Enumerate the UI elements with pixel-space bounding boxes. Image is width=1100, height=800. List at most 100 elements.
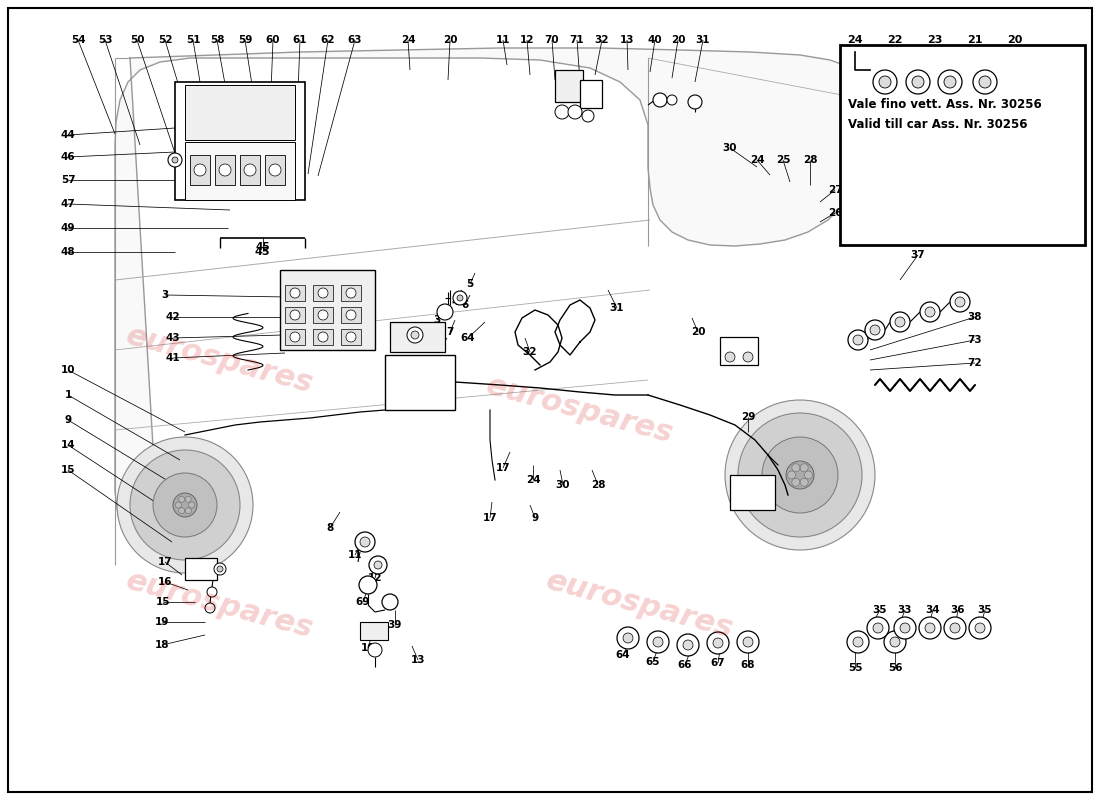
Bar (390, 322, 446, 352)
Circle shape (318, 288, 328, 298)
Circle shape (979, 76, 991, 88)
Circle shape (653, 93, 667, 107)
Circle shape (346, 332, 356, 342)
Text: 30: 30 (556, 480, 570, 490)
Text: 72: 72 (968, 358, 982, 368)
Circle shape (865, 320, 886, 340)
Bar (285, 329, 305, 345)
Circle shape (175, 502, 182, 508)
Circle shape (713, 638, 723, 648)
Text: 38: 38 (968, 312, 982, 322)
Bar (190, 155, 210, 185)
Text: 31: 31 (609, 303, 625, 313)
Text: 9: 9 (65, 415, 72, 425)
Bar (185, 558, 217, 580)
Circle shape (359, 576, 377, 594)
Circle shape (847, 631, 869, 653)
Circle shape (178, 508, 185, 514)
Text: 1: 1 (65, 390, 72, 400)
Text: 67: 67 (711, 658, 725, 668)
Circle shape (890, 312, 910, 332)
Bar (280, 270, 375, 350)
Text: 24: 24 (750, 155, 764, 165)
Text: 17: 17 (483, 513, 497, 523)
Text: 64: 64 (616, 650, 630, 660)
Circle shape (346, 310, 356, 320)
Circle shape (556, 105, 569, 119)
Text: 34: 34 (926, 605, 940, 615)
Text: 45: 45 (254, 247, 270, 257)
Circle shape (411, 331, 419, 339)
Bar (285, 285, 305, 301)
Circle shape (318, 332, 328, 342)
Circle shape (950, 623, 960, 633)
Circle shape (707, 632, 729, 654)
Circle shape (870, 325, 880, 335)
Circle shape (950, 292, 970, 312)
Text: 29: 29 (740, 412, 756, 422)
Bar (341, 329, 361, 345)
Text: 9: 9 (531, 513, 539, 523)
Bar (214, 155, 235, 185)
Circle shape (207, 587, 217, 597)
Circle shape (117, 437, 253, 573)
Bar (840, 45, 1085, 245)
Circle shape (852, 335, 864, 345)
Circle shape (368, 643, 382, 657)
Circle shape (205, 603, 214, 613)
Text: 15: 15 (60, 465, 75, 475)
Circle shape (786, 461, 814, 489)
Text: 20: 20 (442, 35, 458, 45)
Text: 55: 55 (848, 663, 862, 673)
Circle shape (360, 537, 370, 547)
Circle shape (737, 631, 759, 653)
Circle shape (944, 76, 956, 88)
Circle shape (800, 464, 808, 472)
Circle shape (244, 164, 256, 176)
Text: 30: 30 (723, 143, 737, 153)
Circle shape (185, 496, 191, 502)
Circle shape (974, 70, 997, 94)
Text: 27: 27 (827, 185, 843, 195)
Text: 61: 61 (293, 35, 307, 45)
Bar (556, 70, 583, 102)
Circle shape (792, 478, 800, 486)
Text: 54: 54 (70, 35, 86, 45)
Text: 7: 7 (447, 327, 453, 337)
Text: 19: 19 (155, 617, 169, 627)
Text: eurospares: eurospares (543, 566, 737, 644)
Circle shape (173, 493, 197, 517)
Text: 3: 3 (433, 315, 441, 325)
Circle shape (368, 556, 387, 574)
Circle shape (688, 95, 702, 109)
Circle shape (804, 471, 813, 479)
Circle shape (188, 502, 195, 508)
Circle shape (374, 561, 382, 569)
Circle shape (623, 633, 632, 643)
Circle shape (873, 70, 896, 94)
Circle shape (194, 164, 206, 176)
Bar (314, 329, 333, 345)
Circle shape (906, 70, 930, 94)
Text: 21: 21 (967, 35, 982, 45)
Circle shape (453, 291, 468, 305)
Text: 37: 37 (911, 250, 925, 260)
Text: 5: 5 (466, 279, 474, 289)
Text: eurospares: eurospares (123, 566, 317, 644)
Text: 44: 44 (60, 130, 76, 140)
Text: 35: 35 (872, 605, 888, 615)
Text: 15: 15 (156, 597, 170, 607)
Text: 26: 26 (827, 208, 843, 218)
Text: 2: 2 (437, 343, 443, 353)
Text: 10: 10 (60, 365, 75, 375)
Text: 25: 25 (776, 155, 790, 165)
Text: 3: 3 (162, 290, 168, 300)
Text: 12: 12 (519, 35, 535, 45)
Circle shape (185, 508, 191, 514)
Circle shape (153, 473, 217, 537)
Text: 32: 32 (595, 35, 609, 45)
Circle shape (938, 70, 962, 94)
Bar (341, 285, 361, 301)
Bar (730, 475, 776, 510)
Circle shape (800, 478, 808, 486)
